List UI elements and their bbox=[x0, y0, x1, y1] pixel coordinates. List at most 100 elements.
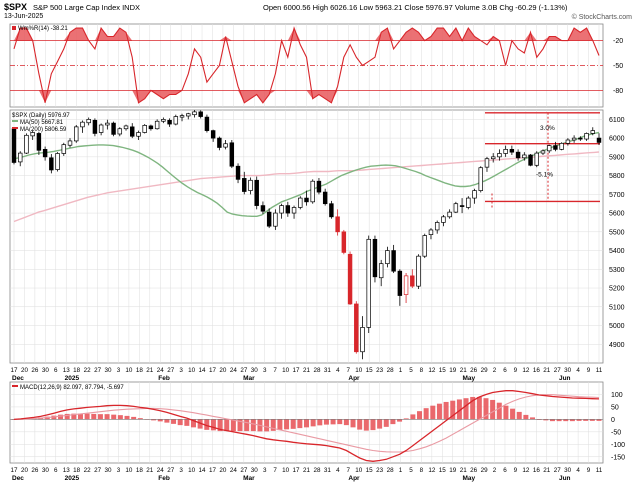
date-tick-label: 10 bbox=[282, 467, 290, 474]
date-tick-label: 9 bbox=[587, 367, 591, 374]
date-tick-label: 28 bbox=[387, 367, 395, 374]
date-tick-label: 8 bbox=[420, 367, 424, 374]
month-label: Jun bbox=[559, 475, 571, 482]
macd-histogram-bar bbox=[323, 419, 329, 425]
willr-overbought-fill bbox=[14, 28, 599, 41]
macd-histogram-bar bbox=[91, 413, 97, 420]
candle bbox=[360, 327, 365, 353]
willr-tick-label: -20 bbox=[613, 38, 623, 45]
date-tick-label: 9 bbox=[514, 367, 518, 374]
date-tick-label: 17 bbox=[209, 367, 217, 374]
price-tick-label: 5000 bbox=[609, 323, 625, 330]
macd-histogram-bar bbox=[350, 419, 356, 428]
date-tick-label: 17 bbox=[10, 467, 18, 474]
month-label: Mar bbox=[243, 375, 255, 382]
date-tick-label: 10 bbox=[125, 467, 133, 474]
macd-histogram-bar bbox=[343, 419, 349, 426]
date-tick-label: 30 bbox=[564, 367, 572, 374]
macd-histogram-bar bbox=[330, 419, 336, 425]
chart-name: S&P 500 Large Cap Index INDX bbox=[33, 3, 141, 12]
candle bbox=[484, 158, 490, 168]
date-tick-label: 19 bbox=[449, 367, 457, 374]
macd-histogram-bar bbox=[410, 414, 416, 420]
month-label: Apr bbox=[348, 375, 360, 382]
candle bbox=[248, 179, 253, 191]
annotation-label: 3.0% bbox=[540, 125, 555, 132]
price-legend: $SPX (Daily) 5976.97 bbox=[12, 113, 70, 119]
month-label: Apr bbox=[348, 475, 360, 482]
date-tick-label: 10 bbox=[188, 467, 196, 474]
date-tick-label: 30 bbox=[42, 367, 50, 374]
candle bbox=[534, 152, 539, 166]
candle bbox=[503, 149, 508, 154]
macd-histogram-bar bbox=[310, 419, 316, 427]
candle bbox=[366, 238, 371, 328]
month-label: Jun bbox=[559, 375, 571, 382]
date-tick-label: 4 bbox=[576, 467, 580, 474]
candle bbox=[24, 134, 29, 154]
date-tick-label: 1 bbox=[399, 467, 403, 474]
willr-tick-label: -80 bbox=[613, 88, 623, 95]
date-tick-label: 27 bbox=[240, 467, 248, 474]
macd-histogram-bar bbox=[184, 419, 190, 426]
date-tick-label: 5 bbox=[409, 467, 413, 474]
candle bbox=[111, 122, 116, 135]
date-tick-label: 27 bbox=[167, 467, 175, 474]
date-tick-label: 24 bbox=[157, 367, 165, 374]
macd-signal-line bbox=[13, 394, 600, 453]
date-tick-label: 2 bbox=[493, 467, 497, 474]
date-tick-label: 17 bbox=[10, 367, 18, 374]
candle bbox=[509, 149, 515, 153]
macd-histogram-bar bbox=[284, 419, 290, 430]
date-tick-label: 12 bbox=[522, 367, 530, 374]
chart-date: 13-Jun-2025 bbox=[4, 13, 44, 20]
macd-histogram-bar bbox=[177, 419, 183, 426]
month-label: Feb bbox=[158, 475, 170, 482]
date-tick-label: 17 bbox=[293, 467, 301, 474]
candle bbox=[578, 137, 583, 140]
price-tick-label: 4900 bbox=[609, 342, 625, 349]
macd-histogram-bar bbox=[224, 419, 230, 432]
date-tick-label: 10 bbox=[125, 367, 133, 374]
date-tick-label: 27 bbox=[240, 367, 248, 374]
ma200-legend: MA(200) 5806.59 bbox=[20, 127, 67, 133]
date-tick-label: 3 bbox=[117, 467, 121, 474]
date-tick-label: 28 bbox=[313, 467, 321, 474]
candle bbox=[397, 270, 403, 296]
macd-histogram-bar bbox=[304, 419, 309, 428]
date-tick-label: 30 bbox=[105, 367, 113, 374]
macd-histogram-bar bbox=[589, 419, 595, 421]
candle bbox=[497, 153, 502, 158]
candle bbox=[11, 128, 17, 163]
date-tick-label: 12 bbox=[428, 467, 436, 474]
date-tick-label: 11 bbox=[596, 367, 603, 374]
candle bbox=[136, 132, 141, 137]
macd-histogram-bar bbox=[397, 419, 403, 422]
date-tick-label: 20 bbox=[21, 467, 29, 474]
price-tick-label: 5100 bbox=[609, 304, 625, 311]
macd-histogram-bar bbox=[164, 419, 170, 423]
candle bbox=[329, 203, 334, 218]
date-tick-label: 27 bbox=[94, 367, 102, 374]
date-tick-label: 20 bbox=[219, 467, 227, 474]
date-tick-label: 20 bbox=[21, 367, 29, 374]
candle bbox=[466, 197, 471, 208]
price-tick-label: 5400 bbox=[609, 248, 625, 255]
ma200-line bbox=[13, 151, 600, 223]
date-tick-label: 16 bbox=[533, 367, 541, 374]
date-tick-label: 22 bbox=[84, 367, 92, 374]
candle bbox=[161, 119, 166, 122]
date-tick-label: 10 bbox=[355, 467, 363, 474]
month-label: Dec bbox=[12, 475, 24, 482]
macd-histogram-bar bbox=[543, 419, 549, 421]
date-tick-label: 27 bbox=[167, 367, 175, 374]
date-tick-label: 24 bbox=[157, 467, 165, 474]
date-tick-label: 3 bbox=[263, 367, 267, 374]
date-tick-label: 30 bbox=[251, 367, 259, 374]
macd-legend-swatch bbox=[12, 385, 18, 387]
month-label: Mar bbox=[243, 475, 255, 482]
macd-histogram-bar bbox=[476, 396, 482, 420]
date-tick-label: 27 bbox=[554, 367, 562, 374]
macd-tick-label: 50 bbox=[611, 404, 619, 411]
